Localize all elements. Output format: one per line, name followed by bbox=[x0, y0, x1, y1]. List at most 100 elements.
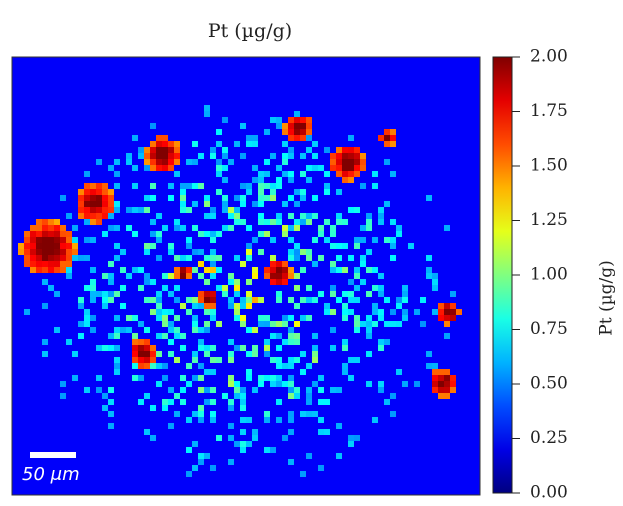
map-pixel bbox=[300, 153, 306, 159]
map-pixel bbox=[288, 327, 294, 333]
map-pixel bbox=[330, 387, 336, 393]
map-pixel bbox=[264, 267, 270, 273]
map-pixel bbox=[444, 303, 450, 309]
map-pixel bbox=[216, 285, 222, 291]
map-pixel bbox=[246, 351, 252, 357]
map-pixel bbox=[36, 225, 42, 231]
map-pixel bbox=[318, 165, 324, 171]
map-pixel bbox=[276, 213, 282, 219]
map-pixel bbox=[204, 255, 210, 261]
map-pixel bbox=[186, 447, 192, 453]
map-pixel bbox=[384, 399, 390, 405]
map-pixel bbox=[276, 273, 282, 279]
map-pixel bbox=[84, 201, 90, 207]
map-pixel bbox=[210, 309, 216, 315]
map-pixel bbox=[168, 321, 174, 327]
map-pixel bbox=[42, 255, 48, 261]
map-pixel bbox=[294, 117, 300, 123]
map-pixel bbox=[108, 189, 114, 195]
map-pixel bbox=[102, 405, 108, 411]
map-pixel bbox=[396, 321, 402, 327]
map-pixel bbox=[132, 315, 138, 321]
map-pixel bbox=[198, 339, 204, 345]
map-pixel bbox=[144, 153, 150, 159]
map-pixel bbox=[282, 153, 288, 159]
map-pixel bbox=[306, 315, 312, 321]
map-pixel bbox=[306, 123, 312, 129]
map-pixel bbox=[240, 429, 246, 435]
map-pixel bbox=[180, 183, 186, 189]
map-pixel bbox=[192, 249, 198, 255]
map bbox=[11, 56, 481, 496]
map-pixel bbox=[324, 303, 330, 309]
map-pixel bbox=[366, 249, 372, 255]
map-pixel bbox=[288, 267, 294, 273]
map-pixel bbox=[438, 387, 444, 393]
map-pixel bbox=[306, 249, 312, 255]
map-pixel bbox=[222, 393, 228, 399]
map-pixel bbox=[324, 237, 330, 243]
map-pixel bbox=[420, 321, 426, 327]
map-pixel bbox=[276, 165, 282, 171]
map-pixel bbox=[30, 225, 36, 231]
map-pixel bbox=[162, 135, 168, 141]
map-pixel bbox=[312, 165, 318, 171]
map-pixel bbox=[222, 201, 228, 207]
map-pixel bbox=[336, 297, 342, 303]
map-pixel bbox=[288, 177, 294, 183]
map-pixel bbox=[246, 189, 252, 195]
map-pixel bbox=[246, 243, 252, 249]
colorbar-tick-label: 1.75 bbox=[530, 101, 568, 121]
map-pixel bbox=[282, 171, 288, 177]
map-pixel bbox=[276, 183, 282, 189]
map-pixel bbox=[36, 231, 42, 237]
map-pixel bbox=[180, 345, 186, 351]
map-pixel bbox=[384, 297, 390, 303]
map-pixel bbox=[222, 195, 228, 201]
map-pixel bbox=[258, 315, 264, 321]
map-pixel bbox=[48, 249, 54, 255]
map-pixel bbox=[360, 159, 366, 165]
map-pixel bbox=[288, 129, 294, 135]
map-pixel bbox=[192, 225, 198, 231]
map-pixel bbox=[252, 165, 258, 171]
map-pixel bbox=[348, 441, 354, 447]
map-pixel bbox=[276, 345, 282, 351]
map-pixel bbox=[84, 387, 90, 393]
map-pixel bbox=[234, 291, 240, 297]
map-pixel bbox=[354, 237, 360, 243]
map-pixel bbox=[288, 225, 294, 231]
map-pixel bbox=[144, 159, 150, 165]
map-pixel bbox=[168, 147, 174, 153]
map-pixel bbox=[90, 183, 96, 189]
map-pixel bbox=[156, 297, 162, 303]
map-pixel bbox=[456, 309, 462, 315]
map-pixel bbox=[204, 309, 210, 315]
map-pixel bbox=[318, 417, 324, 423]
map-pixel bbox=[36, 243, 42, 249]
map-pixel bbox=[294, 189, 300, 195]
map-pixel bbox=[156, 333, 162, 339]
map-pixel bbox=[270, 447, 276, 453]
map-pixel bbox=[192, 315, 198, 321]
map-pixel bbox=[270, 375, 276, 381]
colorbar-tick-label: 1.50 bbox=[530, 156, 568, 176]
map-pixel bbox=[348, 297, 354, 303]
map-pixel bbox=[168, 141, 174, 147]
map-pixel bbox=[126, 273, 132, 279]
map-pixel bbox=[288, 333, 294, 339]
map-pixel bbox=[78, 201, 84, 207]
map-pixel bbox=[96, 159, 102, 165]
map-pixel bbox=[54, 261, 60, 267]
map-pixel bbox=[396, 369, 402, 375]
map-pixel bbox=[210, 207, 216, 213]
map-pixel bbox=[234, 345, 240, 351]
map-pixel bbox=[144, 195, 150, 201]
map-pixel bbox=[228, 279, 234, 285]
map-pixel bbox=[390, 171, 396, 177]
map-pixel bbox=[348, 435, 354, 441]
map-pixel bbox=[96, 207, 102, 213]
map-pixel bbox=[72, 249, 78, 255]
map-pixel bbox=[138, 345, 144, 351]
map-pixel bbox=[366, 213, 372, 219]
